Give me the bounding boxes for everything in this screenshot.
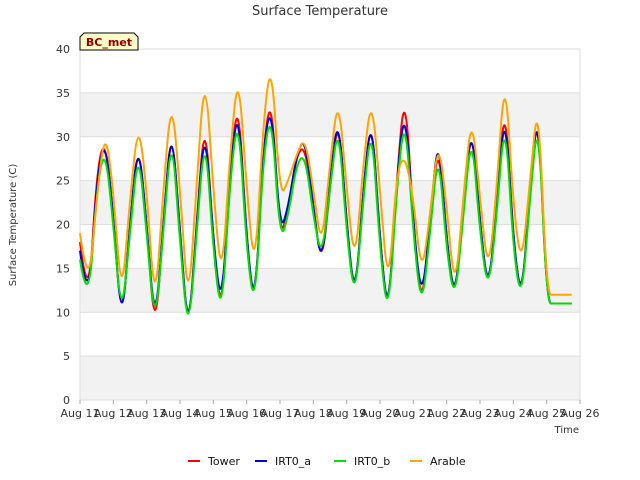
y-tick-label: 40 bbox=[56, 43, 70, 56]
plot-band bbox=[80, 49, 580, 93]
x-tick-label: Aug 11 bbox=[61, 407, 100, 420]
x-tick-label: Aug 24 bbox=[494, 407, 533, 420]
y-tick-label: 35 bbox=[56, 87, 70, 100]
x-tick-label: Aug 15 bbox=[194, 407, 233, 420]
y-tick-label: 0 bbox=[63, 394, 70, 407]
legend-label: IRT0_b bbox=[354, 455, 390, 468]
x-tick-label: Aug 18 bbox=[294, 407, 333, 420]
x-tick-label: Aug 14 bbox=[161, 407, 200, 420]
x-tick-label: Aug 25 bbox=[527, 407, 566, 420]
legend-label: IRT0_a bbox=[275, 455, 311, 468]
plot-band bbox=[80, 312, 580, 357]
legend-label: Tower bbox=[207, 455, 240, 468]
site-label: BC_met bbox=[86, 36, 132, 49]
series-line-arable bbox=[79, 78, 572, 296]
plot-band bbox=[80, 92, 580, 137]
y-tick-label: 10 bbox=[56, 306, 70, 319]
y-tick-label: 5 bbox=[63, 350, 70, 363]
site-label-box: BC_met bbox=[79, 32, 139, 51]
plot-band bbox=[80, 356, 580, 400]
series-layer bbox=[79, 78, 572, 315]
x-tick-label: Aug 19 bbox=[327, 407, 366, 420]
y-tick-label: 15 bbox=[56, 262, 70, 275]
x-tick-label: Aug 20 bbox=[361, 407, 400, 420]
y-tick-label: 25 bbox=[56, 175, 70, 188]
x-tick-label: Aug 16 bbox=[227, 407, 266, 420]
chart-title: Surface Temperature bbox=[252, 4, 388, 19]
x-tick-label: Aug 21 bbox=[394, 407, 433, 420]
y-tick-labels: 0 5 10 15 20 25 30 35 40 bbox=[56, 43, 70, 407]
y-tick-label: 20 bbox=[56, 219, 70, 232]
plot-band bbox=[80, 224, 580, 269]
x-tick-label: Aug 22 bbox=[427, 407, 466, 420]
legend: Tower IRT0_a IRT0_b Arable bbox=[188, 455, 466, 468]
x-tick-label: Aug 13 bbox=[127, 407, 166, 420]
x-tick-label: Aug 17 bbox=[261, 407, 300, 420]
y-tick-label: 30 bbox=[56, 131, 70, 144]
plot-band bbox=[80, 268, 580, 313]
series-line-irt0_b bbox=[79, 125, 572, 315]
x-tick-label: Aug 23 bbox=[461, 407, 500, 420]
x-tick-label: Aug 26 bbox=[561, 407, 600, 420]
y-axis-label: Surface Temperature (C) bbox=[8, 164, 19, 287]
x-axis-label: Time bbox=[554, 425, 579, 436]
legend-label: Arable bbox=[430, 455, 466, 468]
x-tick-label: Aug 12 bbox=[94, 407, 133, 420]
